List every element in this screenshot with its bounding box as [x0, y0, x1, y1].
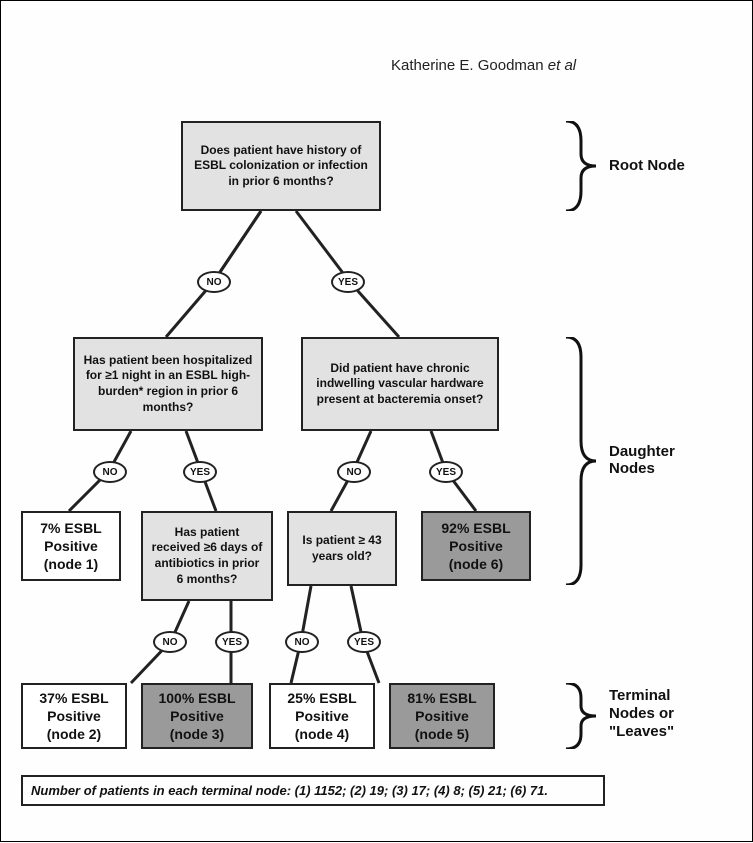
author-name: Katherine E. Goodman: [391, 57, 544, 74]
brace-terminal: [561, 683, 601, 749]
yn-root-no: NO: [197, 271, 231, 293]
root-question: Does patient have history of ESBL coloni…: [181, 121, 381, 211]
yn-age-yes: YES: [347, 631, 381, 653]
yn-vasc-yes: YES: [429, 461, 463, 483]
author-line: Katherine E. Goodman et al: [391, 57, 576, 74]
brace-root: [561, 121, 601, 211]
question-age: Is patient ≥ 43 years old?: [287, 511, 397, 586]
author-suffix: et al: [548, 57, 576, 74]
page-container: Katherine E. Goodman et al Does patient …: [0, 0, 753, 842]
question-vascular-hardware: Did patient have chronic indwelling vasc…: [301, 337, 499, 431]
leaf-node-2: 37% ESBL Positive (node 2): [21, 683, 127, 749]
question-hospitalized: Has patient been hospitalized for ≥1 nig…: [73, 337, 263, 431]
yn-vasc-no: NO: [337, 461, 371, 483]
question-antibiotics: Has patient received ≥6 days of antibiot…: [141, 511, 273, 601]
leaf-node-6: 92% ESBL Positive (node 6): [421, 511, 531, 581]
footer-patient-counts: Number of patients in each terminal node…: [21, 775, 605, 806]
yn-abx-yes: YES: [215, 631, 249, 653]
leaf-node-1: 7% ESBL Positive (node 1): [21, 511, 121, 581]
label-terminal-nodes: Terminal Nodes or "Leaves": [609, 687, 719, 741]
brace-daughter: [561, 337, 601, 585]
label-root-node: Root Node: [609, 157, 685, 174]
leaf-node-3: 100% ESBL Positive (node 3): [141, 683, 253, 749]
leaf-node-5: 81% ESBL Positive (node 5): [389, 683, 495, 749]
yn-hosp-yes: YES: [183, 461, 217, 483]
yn-hosp-no: NO: [93, 461, 127, 483]
yn-root-yes: YES: [331, 271, 365, 293]
yn-abx-no: NO: [153, 631, 187, 653]
label-daughter-nodes: Daughter Nodes: [609, 443, 699, 477]
leaf-node-4: 25% ESBL Positive (node 4): [269, 683, 375, 749]
yn-age-no: NO: [285, 631, 319, 653]
